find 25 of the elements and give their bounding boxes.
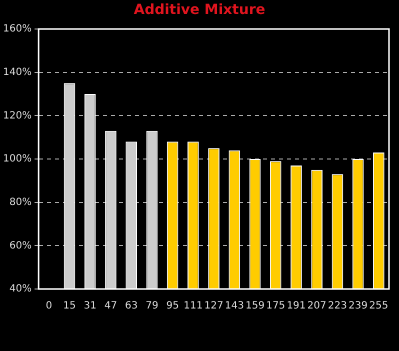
x-tick-label: 223 — [328, 300, 348, 312]
x-tick-label: 0 — [46, 300, 52, 312]
x-tick-label: 191 — [286, 300, 306, 312]
y-tick-label: 160% — [2, 24, 32, 35]
y-tick-label: 80% — [9, 196, 32, 208]
x-tick-label: 95 — [166, 300, 179, 312]
x-tick-label: 239 — [348, 300, 368, 312]
y-tick-label: 100% — [2, 154, 32, 165]
x-tick-label: 47 — [104, 300, 118, 312]
x-tick-label: 15 — [63, 300, 76, 312]
x-tick-label: 127 — [204, 300, 224, 312]
x-tick-label: 31 — [84, 300, 96, 312]
chart-title: Additive Mixture — [132, 1, 266, 20]
x-tick-label: 207 — [307, 300, 326, 312]
x-tick-label: 63 — [124, 300, 138, 312]
x-tick-label: 159 — [245, 300, 265, 312]
x-tick-label: 255 — [369, 300, 388, 312]
x-tick-label: 111 — [184, 300, 203, 312]
y-tick-label: 60% — [9, 240, 32, 252]
y-tick-label: 120% — [2, 110, 32, 122]
x-tick-label: 143 — [224, 300, 244, 312]
y-tick-label: 40% — [9, 284, 32, 295]
x-tick-label: 175 — [266, 300, 286, 312]
x-tick-label: 79 — [146, 300, 158, 312]
y-tick-label: 140% — [2, 66, 32, 78]
